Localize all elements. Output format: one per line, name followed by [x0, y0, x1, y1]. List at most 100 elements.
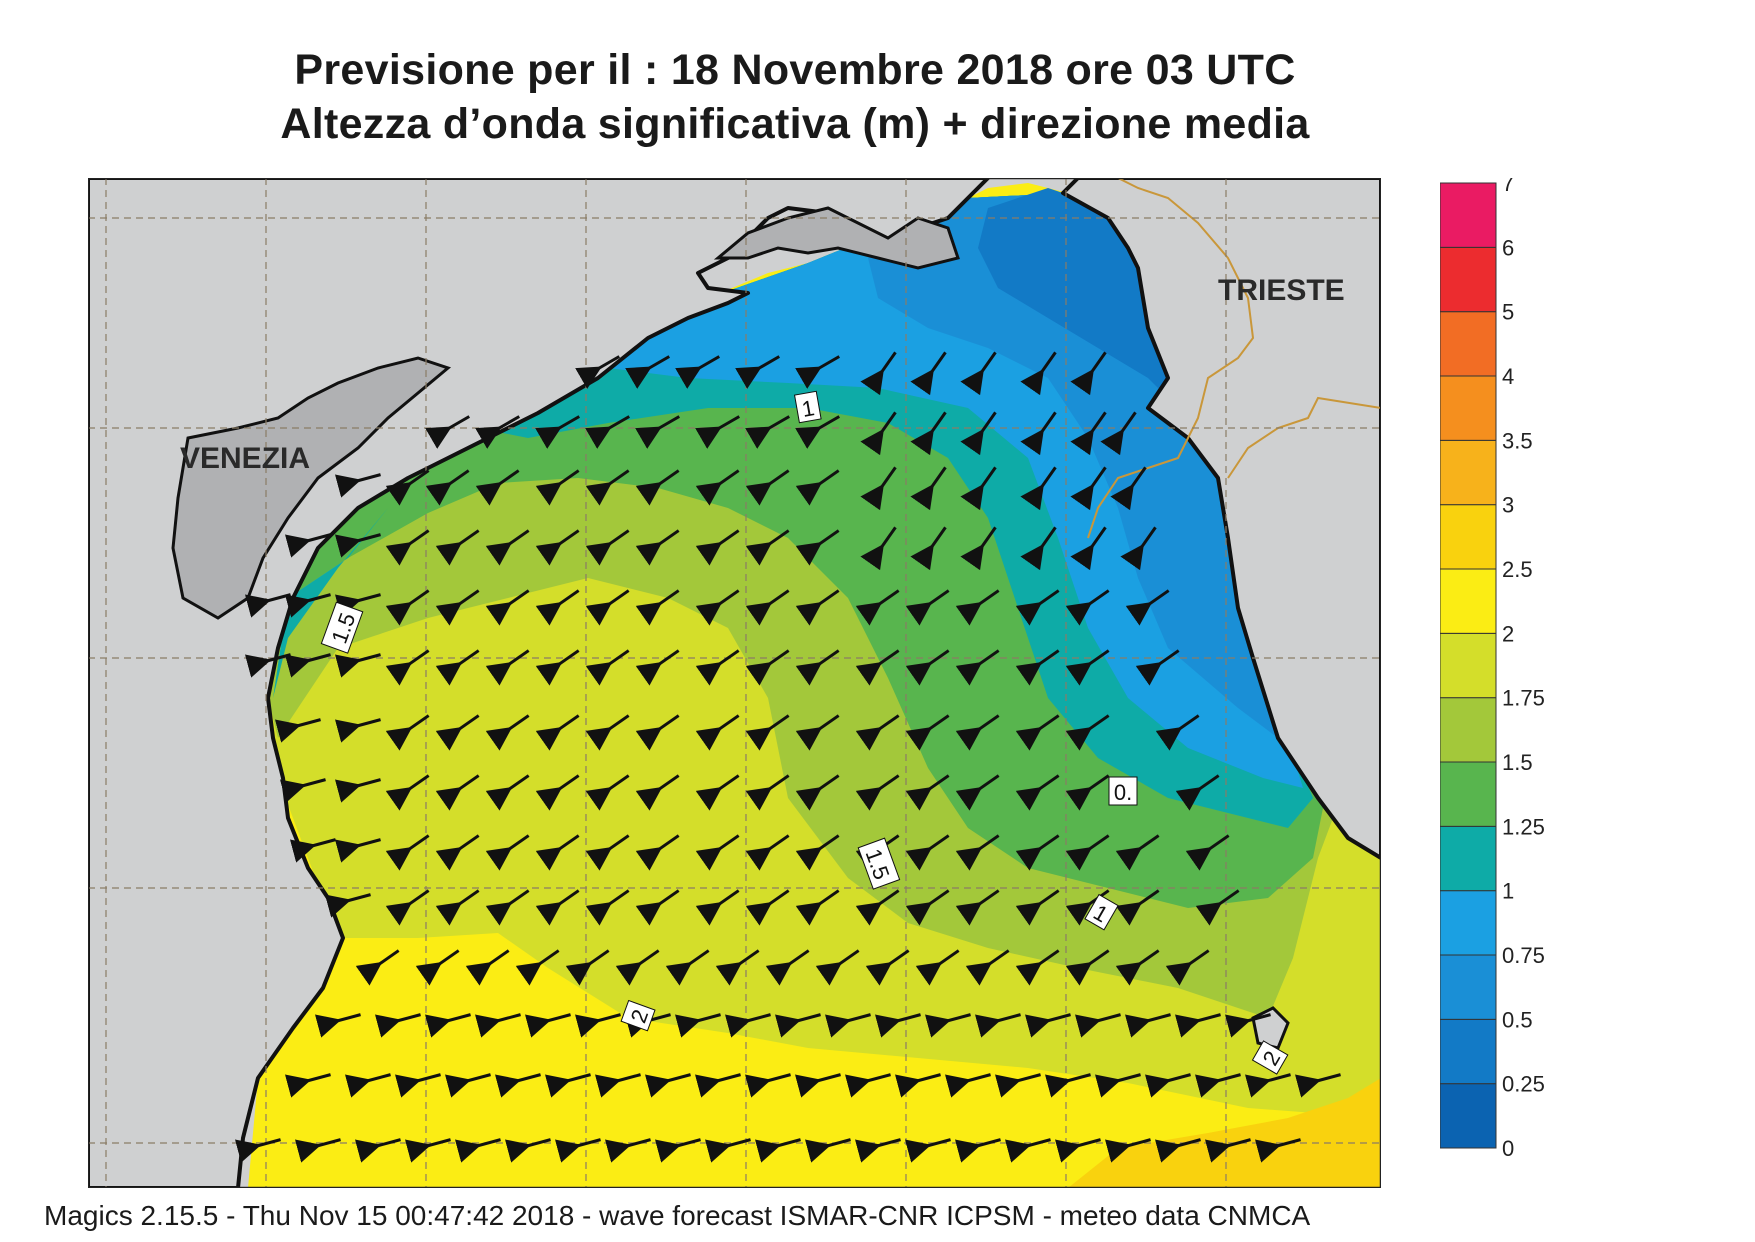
wave-direction-arrow	[724, 1013, 771, 1038]
wave-direction-arrow	[944, 1073, 991, 1098]
wave-direction-arrow	[535, 415, 581, 449]
wave-direction-arrows	[234, 351, 1341, 1163]
wave-direction-arrow	[1020, 351, 1057, 396]
title-line-2: Altezza d’onda significativa (m) + direz…	[280, 100, 1310, 148]
wave-direction-arrow	[524, 1013, 571, 1038]
wave-direction-arrow	[574, 1013, 621, 1038]
wave-direction-arrow	[1070, 526, 1107, 571]
wave-direction-arrow	[334, 718, 381, 743]
city-label-venezia: VENEZIA	[180, 442, 310, 475]
wave-direction-arrow	[815, 949, 860, 986]
wave-direction-arrow	[585, 529, 630, 566]
legend-box	[1440, 182, 1497, 248]
wave-direction-arrow	[795, 529, 840, 566]
wave-direction-arrow	[415, 949, 460, 986]
wave-direction-arrow	[1185, 834, 1230, 871]
contour-label-2-south: 2	[620, 999, 656, 1032]
wave-direction-arrow	[585, 714, 630, 751]
wave-direction-arrow	[974, 1013, 1021, 1038]
wave-direction-arrow	[585, 889, 630, 926]
wave-direction-arrow	[635, 415, 681, 449]
wave-direction-arrow	[665, 949, 710, 986]
wave-direction-arrow	[795, 355, 841, 389]
wave-direction-arrow	[494, 1073, 541, 1098]
wave-direction-arrow	[475, 469, 520, 506]
svg-text:1: 1	[800, 395, 816, 422]
wave-direction-arrow	[860, 351, 897, 396]
wave-direction-arrow	[289, 838, 336, 863]
wave-direction-arrow	[1094, 1073, 1141, 1098]
wave-direction-arrow	[535, 834, 580, 871]
wave-direction-arrow	[424, 1013, 471, 1038]
wave-direction-arrow	[1110, 466, 1147, 511]
wave-direction-arrow	[635, 714, 680, 751]
wave-direction-arrow	[1154, 1138, 1201, 1163]
wave-direction-arrow	[284, 653, 331, 678]
wave-direction-arrow	[1115, 889, 1160, 926]
legend-tick-label: 2.5	[1502, 557, 1533, 582]
wave-direction-arrow	[1144, 1073, 1191, 1098]
wave-direction-arrow	[955, 834, 1000, 871]
wave-direction-arrow	[965, 949, 1010, 986]
wave-direction-arrow	[795, 415, 841, 449]
wave-direction-arrow	[475, 415, 521, 449]
wave-direction-arrow	[745, 834, 790, 871]
wave-direction-arrow	[745, 889, 790, 926]
wave-direction-arrow	[1004, 1138, 1051, 1163]
legend-box	[1440, 825, 1497, 892]
legend-box	[1440, 375, 1497, 441]
wave-direction-arrow	[1115, 949, 1160, 986]
wave-direction-arrow	[535, 469, 580, 506]
wave-direction-arrow	[435, 649, 480, 686]
wave-direction-arrow	[394, 1073, 441, 1098]
legend-tick-label: 0.25	[1502, 1072, 1545, 1097]
legend-box	[1440, 761, 1497, 827]
wave-direction-arrow	[585, 649, 630, 686]
wave-direction-arrow	[635, 529, 680, 566]
wave-direction-arrow	[314, 1013, 361, 1038]
wave-direction-arrow	[234, 1138, 281, 1163]
wave-direction-arrow	[1244, 1073, 1291, 1098]
wave-direction-arrow	[1070, 351, 1107, 396]
wave-direction-arrow	[795, 834, 840, 871]
wave-direction-arrow	[284, 533, 331, 558]
wave-direction-arrow	[294, 1138, 341, 1163]
wave-direction-arrow	[745, 415, 791, 449]
wave-direction-arrow	[745, 589, 790, 626]
legend-tick-label: 3.5	[1502, 428, 1533, 453]
wave-direction-arrow	[1065, 649, 1110, 686]
wave-direction-arrow	[994, 1073, 1041, 1098]
wave-direction-arrow	[585, 469, 630, 506]
wave-direction-arrow	[485, 529, 530, 566]
wave-direction-arrow	[635, 469, 680, 506]
wave-direction-arrow	[485, 649, 530, 686]
wave-direction-arrow	[435, 589, 480, 626]
wave-direction-arrow	[374, 1013, 421, 1038]
wave-direction-arrow	[1125, 589, 1170, 626]
wave-direction-arrow	[954, 1138, 1001, 1163]
legend-tick-label: 7	[1502, 178, 1514, 196]
wave-direction-arrow	[695, 774, 740, 811]
wave-direction-arrow	[860, 526, 897, 571]
wave-direction-arrow	[465, 949, 510, 986]
wave-direction-arrow	[695, 834, 740, 871]
map-frame	[88, 178, 1381, 1188]
wave-direction-arrow	[960, 526, 997, 571]
wave-direction-arrow	[334, 533, 381, 558]
wave-direction-arrow	[905, 649, 950, 686]
wave-direction-arrow	[1070, 411, 1107, 456]
wave-direction-arrow	[1015, 834, 1060, 871]
wave-direction-arrow	[795, 714, 840, 751]
legend-tick-label: 3	[1502, 493, 1514, 518]
title-line-1: Previsione per il : 18 Novembre 2018 ore…	[294, 46, 1296, 94]
wave-direction-arrow	[1135, 649, 1180, 686]
contour-label-1-east: 1	[1084, 893, 1119, 931]
wave-direction-arrow	[795, 774, 840, 811]
wave-direction-arrow	[585, 589, 630, 626]
wave-direction-arrow	[615, 949, 660, 986]
wave-direction-arrow	[1015, 589, 1060, 626]
wave-direction-arrow	[535, 649, 580, 686]
wave-direction-arrow	[435, 834, 480, 871]
wave-direction-arrow	[385, 649, 430, 686]
legend-tick-label: 0.75	[1502, 943, 1545, 968]
